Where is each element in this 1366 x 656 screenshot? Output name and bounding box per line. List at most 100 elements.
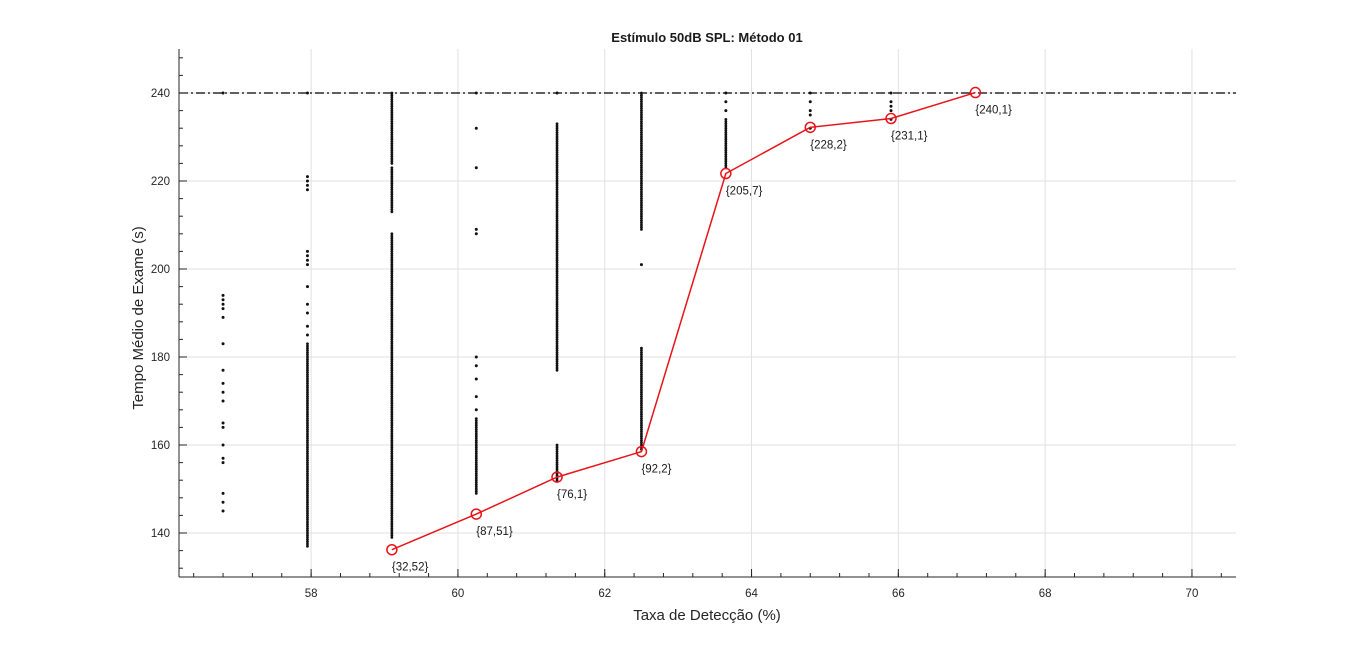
scatter-point (305, 179, 309, 183)
scatter-point (555, 324, 559, 328)
scatter-point (390, 476, 394, 480)
scatter-point (306, 366, 309, 370)
data-label: {231,1} (891, 131, 928, 143)
scatter-point (306, 428, 309, 431)
scatter-point (390, 146, 394, 150)
scatter-point (390, 107, 394, 110)
scatter-point (640, 173, 643, 176)
scatter-point (724, 157, 728, 161)
scatter-point (474, 445, 478, 449)
scatter-point (555, 190, 559, 194)
scatter-point (474, 454, 478, 458)
scatter-point (555, 166, 559, 170)
data-label: {92,2} (641, 464, 671, 476)
scatter-point (390, 177, 394, 181)
scatter-point (555, 357, 559, 361)
scatter-point (306, 536, 309, 539)
scatter-point (390, 184, 394, 187)
scatter-point (221, 315, 225, 319)
scatter-point (474, 470, 478, 473)
scatter-point (390, 327, 394, 330)
scatter-point (390, 102, 394, 106)
scatter-point (555, 265, 559, 269)
scatter-point (306, 481, 309, 484)
scatter-point (808, 109, 812, 113)
scatter-point (640, 203, 643, 207)
x-axis-label: Taxa de Detecção (%) (633, 607, 781, 624)
scatter-point (221, 425, 225, 429)
scatter-point (555, 305, 559, 308)
scatter-point (390, 393, 394, 396)
series-marker (635, 445, 648, 458)
scatter-point (306, 412, 309, 416)
scatter-point (306, 454, 309, 458)
scatter-point (390, 120, 394, 123)
scatter-point (555, 274, 559, 277)
scatter-point (555, 280, 559, 284)
scatter-point (555, 322, 559, 326)
scatter-point (724, 100, 728, 104)
scatter-point (555, 289, 559, 293)
scatter-point (306, 399, 309, 403)
scatter-point (724, 135, 728, 139)
scatter-point (221, 443, 225, 447)
scatter-point (306, 531, 309, 535)
scatter-point (390, 186, 394, 190)
scatter-point (555, 333, 559, 337)
scatter-point (640, 419, 643, 423)
scatter-point (390, 408, 394, 412)
scatter-point (474, 487, 478, 491)
scatter-point (390, 278, 394, 282)
scatter-point (474, 355, 478, 359)
scatter-point (390, 340, 394, 343)
scatter-point (555, 148, 559, 152)
scatter-point (305, 254, 309, 258)
scatter-point (724, 155, 728, 159)
data-label: {240,1} (975, 105, 1012, 117)
scatter-point (306, 456, 309, 460)
scatter-point (474, 426, 478, 429)
scatter-point (555, 250, 559, 253)
scatter-point (555, 173, 559, 176)
scatter-point (390, 140, 394, 143)
scatter-point (640, 166, 643, 170)
scatter-point (390, 349, 394, 352)
scatter-point (555, 201, 559, 205)
scatter-point (390, 386, 394, 390)
scatter-point (390, 329, 394, 332)
x-tick-label: 68 (1039, 588, 1052, 600)
scatter-point (390, 173, 394, 176)
axes: 58 60 62 64 66 68 70 140 160 180 200 220 240 (151, 49, 1236, 600)
scatter-point (474, 408, 478, 412)
scatter-point (306, 520, 309, 524)
scatter-point (390, 159, 394, 163)
scatter-point (390, 437, 394, 440)
scatter-point (555, 320, 559, 324)
scatter-point (640, 408, 643, 412)
scatter-point (555, 91, 559, 95)
scatter-point (640, 426, 643, 429)
scatter-point (390, 155, 394, 159)
scatter-point (305, 263, 309, 267)
scatter-point (474, 434, 478, 438)
scatter-point (390, 129, 394, 132)
scatter-point (640, 192, 643, 196)
scatter-point (474, 465, 478, 469)
scatter-point (390, 509, 394, 513)
scatter-point (390, 254, 394, 258)
scatter-point (306, 375, 309, 379)
scatter-point (640, 148, 643, 152)
scatter-point (221, 298, 225, 302)
scatter-point (390, 241, 394, 245)
scatter-point (305, 311, 309, 315)
scatter-point (640, 219, 643, 223)
scatter-point (474, 459, 478, 462)
scatter-point (306, 452, 309, 456)
scatter-point (640, 373, 643, 376)
scatter-point (390, 390, 394, 394)
scatter-point (221, 368, 225, 372)
scatter-point (555, 192, 559, 196)
scatter-point (555, 142, 559, 146)
y-tick-label: 180 (151, 352, 170, 364)
